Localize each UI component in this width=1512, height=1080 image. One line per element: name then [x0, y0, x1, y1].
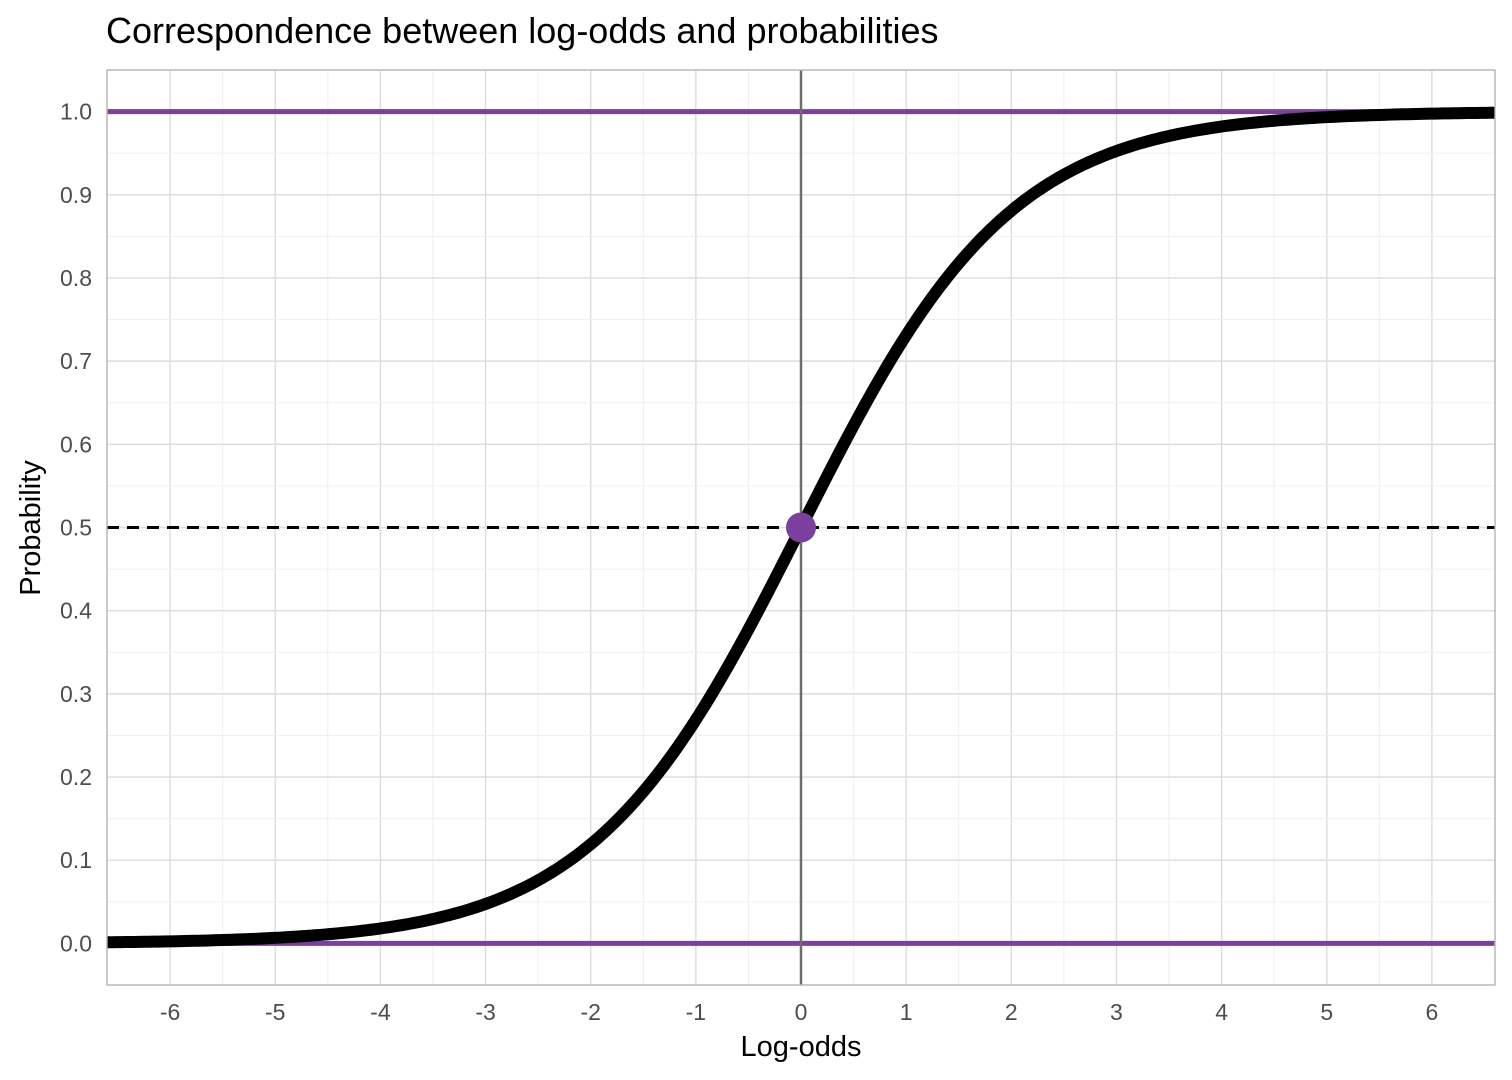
x-tick-label: -1	[686, 999, 706, 1025]
y-tick-label: 0.6	[60, 431, 92, 457]
chart-title: Correspondence between log-odds and prob…	[106, 10, 939, 51]
y-axis-label: Probability	[15, 460, 47, 596]
points-layer	[786, 512, 816, 543]
midpoint-marker	[786, 512, 816, 543]
y-tick-label: 0.7	[60, 348, 92, 374]
y-tick-label: 1.0	[60, 99, 92, 125]
y-tick-label: 0.0	[60, 930, 92, 956]
y-tick-label: 0.2	[60, 764, 92, 790]
x-tick-label: 0	[795, 999, 808, 1025]
x-tick-label: -6	[160, 999, 180, 1025]
x-tick-label: 3	[1110, 999, 1123, 1025]
y-tick-label: 0.4	[60, 598, 92, 624]
y-axis-ticks: 0.0 0.1 0.2 0.3 0.4 0.5 0.6 0.7 0.8 0.9 1.0	[60, 99, 92, 957]
x-tick-label: 2	[1005, 999, 1018, 1025]
x-tick-label: 6	[1426, 999, 1439, 1025]
gridlines	[107, 70, 1495, 985]
x-axis-label: Log-odds	[741, 1031, 862, 1063]
x-tick-label: -3	[475, 999, 495, 1025]
y-tick-label: 0.3	[60, 681, 92, 707]
x-tick-label: 1	[900, 999, 913, 1025]
x-axis-ticks: -6 -5 -4 -3 -2 -1 0 1 2 3 4 5 6	[160, 999, 1438, 1025]
y-tick-label: 0.8	[60, 265, 92, 291]
x-tick-label: -4	[370, 999, 391, 1025]
plot-frame	[106, 69, 1496, 986]
y-tick-label: 0.5	[60, 515, 92, 541]
x-tick-label: 4	[1215, 999, 1228, 1025]
y-tick-label: 0.1	[60, 847, 92, 873]
x-tick-label: -5	[265, 999, 285, 1025]
x-tick-label: 5	[1320, 999, 1333, 1025]
y-tick-label: 0.9	[60, 182, 92, 208]
x-tick-label: -2	[580, 999, 600, 1025]
